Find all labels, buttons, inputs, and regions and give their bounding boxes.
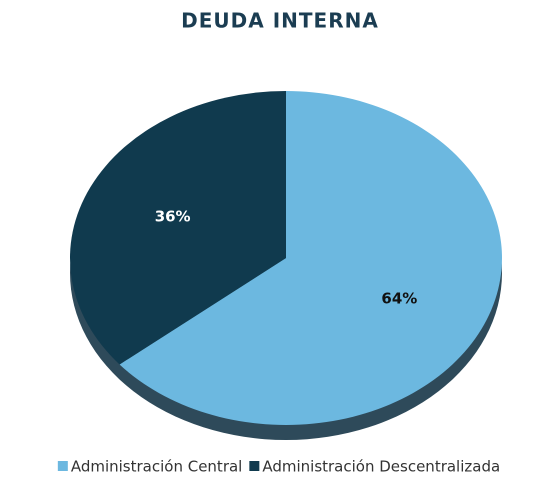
- pie-slice: [119, 91, 502, 426]
- legend-swatch: [57, 461, 68, 471]
- chart-title: DEUDA INTERNA: [181, 9, 379, 33]
- slice-label: 36%: [155, 207, 191, 225]
- legend-swatch: [249, 461, 260, 471]
- legend-label: Administración Descentralizada: [262, 458, 500, 476]
- legend-label: Administración Central: [71, 458, 243, 476]
- pie-slice: [69, 91, 286, 365]
- slice-label: 64%: [381, 290, 417, 308]
